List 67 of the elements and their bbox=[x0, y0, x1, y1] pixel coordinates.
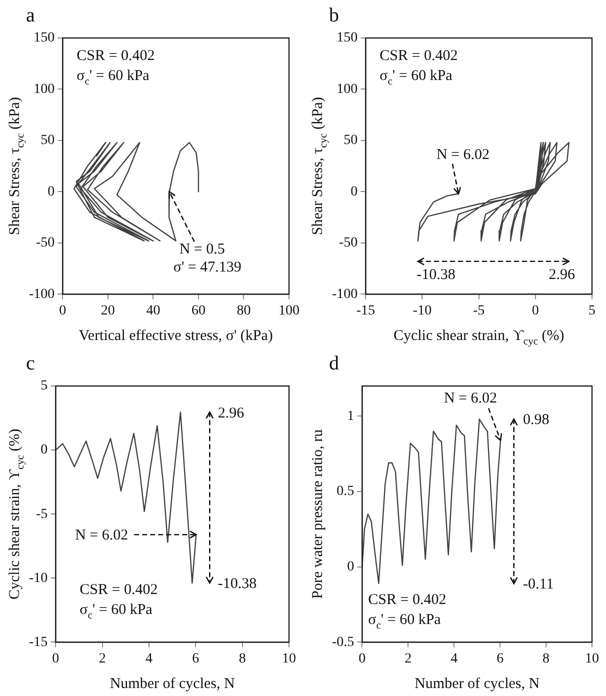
x-tick-label: 4 bbox=[450, 651, 458, 666]
y-axis-title: Cyclic shear strain, ϒcyc (%) bbox=[7, 428, 26, 600]
annotation: N = 6.02 bbox=[436, 146, 490, 163]
x-tick-label: 80 bbox=[236, 303, 251, 318]
x-tick-label: 8 bbox=[542, 651, 550, 666]
y-tick-label: 50 bbox=[344, 133, 358, 148]
y-tick-label: 150 bbox=[336, 30, 358, 46]
annotation: CSR = 0.402 bbox=[380, 48, 458, 64]
annotation: N = 0.5 bbox=[179, 242, 225, 258]
x-axis-title: Vertical effective stress, σ' (kPa) bbox=[78, 328, 273, 344]
x-axis-title: Number of cycles, N bbox=[110, 676, 235, 692]
x-tick-label: 6 bbox=[192, 651, 200, 666]
x-tick-label: 4 bbox=[145, 651, 152, 666]
y-tick-label: -100 bbox=[332, 286, 358, 302]
x-tick-label: 60 bbox=[191, 303, 206, 318]
annotation: CSR = 0.402 bbox=[76, 48, 155, 64]
annotation: 0.98 bbox=[523, 412, 550, 428]
annotation: 2.96 bbox=[548, 266, 576, 283]
y-tick-label: -50 bbox=[338, 236, 358, 251]
y-tick-label: -50 bbox=[36, 236, 55, 251]
y-axis-title: Shear Stress, τcyc (kPa) bbox=[7, 97, 26, 236]
chart-title: d bbox=[329, 352, 339, 374]
x-tick-label: 100 bbox=[278, 303, 300, 318]
x-tick-label: 2 bbox=[404, 651, 412, 666]
y-tick-label: -100 bbox=[28, 286, 55, 302]
annotation: CSR = 0.402 bbox=[368, 592, 446, 608]
annotation: -0.11 bbox=[523, 576, 554, 593]
y-tick-label: -15 bbox=[28, 634, 48, 650]
x-tick-label: 20 bbox=[100, 303, 115, 318]
y-tick-label: 5 bbox=[40, 378, 48, 394]
y-tick-label: 0 bbox=[48, 184, 55, 200]
annotation: σ' = 47.139 bbox=[173, 260, 242, 276]
y-tick-label: 50 bbox=[40, 133, 55, 148]
annotation: N = 6.02 bbox=[75, 528, 128, 544]
y-tick-label: -0.5 bbox=[332, 634, 354, 650]
y-tick-label: 0.5 bbox=[336, 484, 354, 500]
x-tick-label: -10 bbox=[412, 303, 432, 318]
y-tick-label: 0 bbox=[347, 560, 354, 575]
annotation: CSR = 0.402 bbox=[80, 582, 158, 598]
x-tick-label: 5 bbox=[588, 303, 596, 318]
x-tick-label: 6 bbox=[496, 651, 504, 666]
x-tick-label: 8 bbox=[238, 651, 246, 666]
x-tick-label: -5 bbox=[472, 303, 485, 318]
y-axis-title: Pore water pressure ratio, ru bbox=[310, 428, 326, 599]
y-tick-label: 0 bbox=[40, 442, 48, 458]
chart-title: b bbox=[329, 4, 339, 26]
y-tick-label: 1 bbox=[347, 408, 354, 424]
chart-title: c bbox=[26, 352, 35, 374]
y-tick-label: 100 bbox=[34, 82, 55, 97]
y-tick-label: -5 bbox=[36, 506, 48, 522]
x-tick-label: 0 bbox=[532, 303, 539, 318]
y-tick-label: 0 bbox=[350, 184, 358, 200]
y-axis-title: Shear Stress, τcyc (kPa) bbox=[310, 97, 330, 236]
annotation: N = 6.02 bbox=[444, 390, 498, 406]
annotation: 2.96 bbox=[218, 405, 245, 422]
x-tick-label: 2 bbox=[98, 651, 106, 666]
x-axis-title: Number of cycles, N bbox=[414, 676, 540, 692]
x-tick-label: 10 bbox=[282, 651, 296, 666]
y-tick-label: 150 bbox=[34, 30, 55, 46]
annotation: -10.38 bbox=[416, 266, 456, 283]
x-tick-label: 40 bbox=[146, 303, 160, 318]
chart-title: a bbox=[26, 4, 35, 26]
x-tick-label: 10 bbox=[585, 651, 599, 666]
y-tick-label: -10 bbox=[28, 570, 48, 586]
annotation: -10.38 bbox=[218, 576, 257, 592]
x-tick-label: 0 bbox=[59, 303, 66, 318]
y-tick-label: 100 bbox=[336, 82, 358, 97]
